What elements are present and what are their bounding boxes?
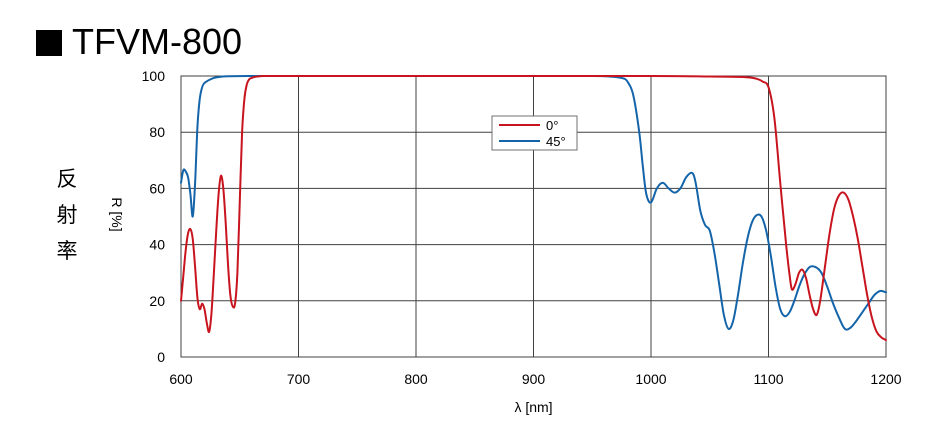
y-tick-labels: 0 20 40 60 80 100 [142,68,166,365]
x-tick-label-600: 600 [169,371,193,387]
x-tick-label-700: 700 [287,371,311,387]
x-tick-label-900: 900 [522,371,546,387]
y-tick-label-60: 60 [149,180,165,196]
x-tick-label-1200: 1200 [870,371,901,387]
side-label-char-3: 率 [56,240,78,263]
legend-label-0deg: 0° [546,118,558,133]
title-square-icon [36,30,62,56]
series-line-0deg [180,74,887,342]
series-lines [180,74,887,342]
y-axis-label: R [%] [109,197,125,231]
side-label-reflectance: 反 射 率 [52,162,82,270]
side-label-char-2: 射 [56,204,78,227]
y-tick-label-80: 80 [149,124,165,140]
x-tick-label-1100: 1100 [753,371,783,387]
series-line-45deg [180,74,887,331]
legend-label-45deg: 45° [546,134,566,149]
x-tick-label-800: 800 [404,371,428,387]
x-tick-label-1000: 1000 [635,371,666,387]
page-title: TFVM-800 [36,20,242,64]
side-label-char-1: 反 [56,168,78,191]
y-tick-label-0: 0 [157,349,165,365]
legend: 0° 45° [491,115,578,151]
x-tick-labels: 600 700 800 900 1000 1100 1200 [169,371,901,387]
y-tick-label-100: 100 [142,68,166,84]
title-text: TFVM-800 [72,21,243,62]
x-axis-label: λ [nm] [514,399,552,415]
y-tick-label-40: 40 [149,237,165,253]
y-tick-label-20: 20 [149,293,165,309]
legend-box [491,115,578,151]
